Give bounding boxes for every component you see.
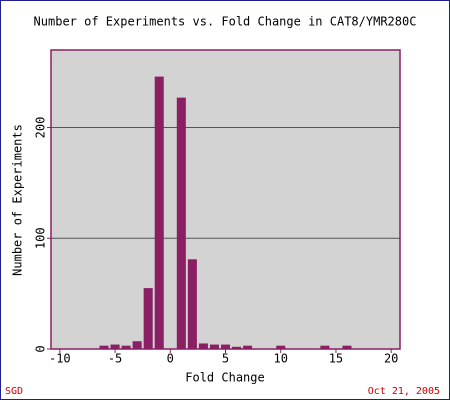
x-tick-label: -10 — [49, 352, 71, 366]
bar — [121, 345, 131, 349]
bar — [342, 345, 352, 349]
bar — [320, 345, 330, 349]
x-tick-label: 20 — [384, 352, 398, 366]
x-tick-label: -5 — [108, 352, 122, 366]
bar — [110, 344, 120, 349]
x-tick-label: 5 — [222, 352, 229, 366]
y-tick-label: 200 — [34, 117, 48, 139]
x-axis-label: Fold Change — [185, 371, 264, 385]
bar — [99, 345, 109, 349]
x-tick-label: 10 — [273, 352, 287, 366]
y-tick-label: 100 — [34, 227, 48, 249]
bar — [198, 343, 208, 349]
bar — [176, 97, 186, 349]
chart-title: Number of Experiments vs. Fold Change in… — [34, 15, 417, 29]
x-tick-label: 0 — [167, 352, 174, 366]
bar — [154, 76, 164, 350]
bar — [132, 341, 142, 349]
footer-date: Oct 21, 2005 — [368, 386, 440, 397]
bar — [209, 344, 219, 349]
bar — [220, 344, 231, 349]
bar — [276, 345, 286, 349]
bar — [232, 346, 242, 349]
plot-area — [51, 50, 400, 349]
plot-border — [50, 49, 401, 350]
bar — [187, 259, 197, 349]
y-tick-label: 0 — [34, 345, 48, 352]
bar — [243, 345, 253, 349]
bar — [143, 288, 153, 349]
x-tick-label: 15 — [329, 352, 343, 366]
y-axis-label: Number of Experiments — [11, 124, 25, 276]
footer-source: SGD — [5, 386, 23, 397]
